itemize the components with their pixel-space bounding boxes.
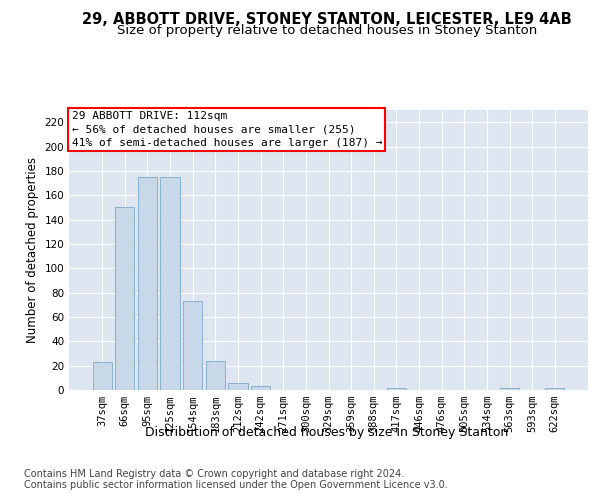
Text: Contains HM Land Registry data © Crown copyright and database right 2024.: Contains HM Land Registry data © Crown c… [24,469,404,479]
Bar [115,208,134,390]
Text: 29 ABBOTT DRIVE: 112sqm
← 56% of detached houses are smaller (255)
41% of semi-d: 29 ABBOTT DRIVE: 112sqm ← 56% of detache… [71,112,382,148]
Text: Distribution of detached houses by size in Stoney Stanton: Distribution of detached houses by size … [145,426,509,439]
Bar [183,301,202,390]
Y-axis label: Number of detached properties: Number of detached properties [26,157,39,343]
Text: 29, ABBOTT DRIVE, STONEY STANTON, LEICESTER, LE9 4AB: 29, ABBOTT DRIVE, STONEY STANTON, LEICES… [82,12,572,28]
Bar [92,362,112,390]
Bar [160,177,180,390]
Bar [138,177,157,390]
Bar [387,388,406,390]
Bar [206,361,225,390]
Bar [500,388,519,390]
Bar [229,382,248,390]
Text: Contains public sector information licensed under the Open Government Licence v3: Contains public sector information licen… [24,480,448,490]
Bar [545,388,565,390]
Bar [251,386,270,390]
Text: Size of property relative to detached houses in Stoney Stanton: Size of property relative to detached ho… [117,24,537,37]
